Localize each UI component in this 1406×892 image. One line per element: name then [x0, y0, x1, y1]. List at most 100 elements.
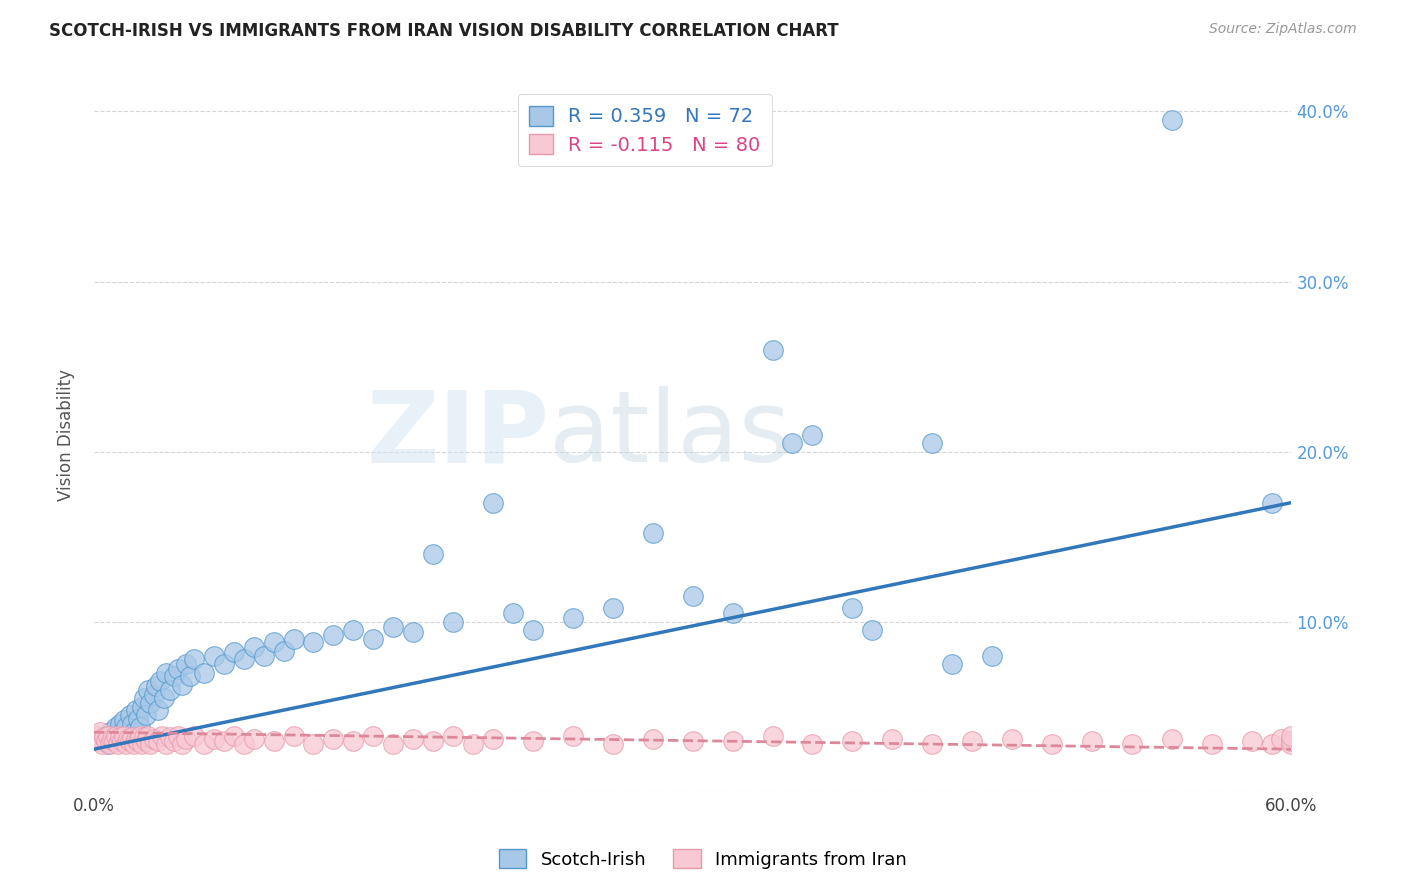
Point [502, 606, 524, 620]
Point [163, 733, 186, 747]
Point [561, 611, 583, 625]
Point [93, 733, 115, 747]
Point [482, 495, 505, 509]
Point [841, 733, 863, 747]
Text: SCOTCH-IRISH VS IMMIGRANTS FROM IRAN VISION DISABILITY CORRELATION CHART: SCOTCH-IRISH VS IMMIGRANTS FROM IRAN VIS… [49, 22, 839, 40]
Point [1240, 733, 1263, 747]
Point [170, 737, 193, 751]
Point [1270, 731, 1292, 746]
Point [441, 729, 464, 743]
Point [155, 665, 177, 680]
Point [142, 731, 165, 746]
Point [721, 606, 744, 620]
Point [149, 674, 172, 689]
Point [402, 624, 425, 639]
Point [163, 669, 186, 683]
Point [1281, 733, 1303, 747]
Point [202, 648, 225, 663]
Point [860, 623, 883, 637]
Point [960, 733, 983, 747]
Point [179, 669, 201, 683]
Point [342, 623, 364, 637]
Legend: Scotch-Irish, Immigrants from Iran: Scotch-Irish, Immigrants from Iran [492, 842, 914, 876]
Point [1281, 737, 1303, 751]
Point [112, 713, 135, 727]
Point [193, 665, 215, 680]
Point [212, 733, 235, 747]
Point [128, 729, 150, 743]
Point [103, 731, 125, 745]
Point [142, 688, 165, 702]
Point [117, 729, 139, 743]
Point [283, 729, 305, 743]
Point [131, 699, 153, 714]
Point [242, 731, 264, 746]
Point [115, 720, 138, 734]
Point [93, 731, 115, 745]
Text: ZIP: ZIP [366, 386, 548, 483]
Point [145, 679, 167, 693]
Point [1201, 737, 1223, 751]
Point [602, 601, 624, 615]
Point [107, 733, 129, 747]
Text: atlas: atlas [548, 386, 790, 483]
Point [522, 623, 544, 637]
Point [166, 729, 188, 743]
Point [108, 716, 131, 731]
Point [441, 615, 464, 629]
Point [342, 733, 364, 747]
Point [98, 725, 121, 739]
Point [422, 733, 444, 747]
Point [89, 725, 111, 739]
Point [174, 731, 197, 746]
Point [682, 733, 704, 747]
Point [139, 737, 162, 751]
Point [841, 601, 863, 615]
Point [183, 729, 205, 743]
Point [463, 737, 485, 751]
Point [422, 547, 444, 561]
Point [1260, 737, 1282, 751]
Point [222, 729, 245, 743]
Point [193, 737, 215, 751]
Point [382, 620, 405, 634]
Point [782, 436, 804, 450]
Point [363, 632, 385, 646]
Legend: R = 0.359   N = 72, R = -0.115   N = 80: R = 0.359 N = 72, R = -0.115 N = 80 [517, 95, 772, 167]
Point [128, 720, 150, 734]
Point [108, 731, 131, 745]
Point [1040, 737, 1063, 751]
Point [1260, 495, 1282, 509]
Point [135, 708, 157, 723]
Point [1121, 737, 1143, 751]
Point [117, 731, 139, 746]
Point [302, 635, 325, 649]
Point [761, 729, 783, 743]
Point [107, 737, 129, 751]
Point [921, 737, 943, 751]
Point [1160, 731, 1182, 746]
Point [104, 729, 127, 743]
Point [122, 737, 145, 751]
Point [941, 657, 963, 672]
Point [273, 643, 295, 657]
Point [146, 733, 169, 747]
Point [322, 731, 344, 746]
Point [482, 731, 505, 746]
Point [146, 703, 169, 717]
Point [232, 737, 254, 751]
Point [94, 729, 117, 743]
Point [212, 657, 235, 672]
Point [801, 737, 824, 751]
Point [101, 731, 124, 746]
Point [183, 652, 205, 666]
Point [122, 725, 145, 739]
Text: Source: ZipAtlas.com: Source: ZipAtlas.com [1209, 22, 1357, 37]
Point [118, 733, 141, 747]
Point [127, 733, 149, 747]
Point [322, 628, 344, 642]
Point [166, 662, 188, 676]
Point [150, 729, 173, 743]
Point [801, 427, 824, 442]
Point [112, 729, 135, 743]
